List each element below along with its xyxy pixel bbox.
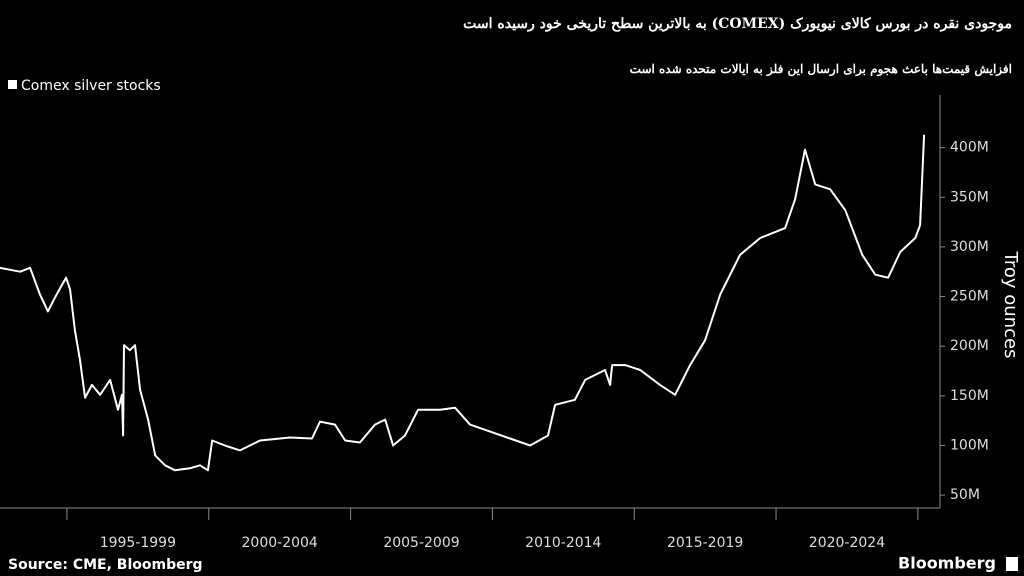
- legend-label: Comex silver stocks: [21, 78, 161, 94]
- y-tick-label: 400M: [950, 140, 989, 156]
- y-tick-label: 250M: [950, 289, 989, 305]
- x-tick-label: 2020-2024: [809, 535, 885, 551]
- y-tick-label: 50M: [950, 487, 980, 503]
- y-axis-label: Troy ounces: [1000, 251, 1021, 359]
- chart-title: موجودی نقره در بورس کالای نیویورک (COMEX…: [463, 16, 1012, 32]
- x-tick-label: 1995-1999: [100, 535, 176, 551]
- x-tick-label: 2000-2004: [242, 535, 318, 551]
- series-line: [0, 134, 926, 472]
- x-tick-label: 2005-2009: [383, 535, 459, 551]
- source: Source: CME, Bloomberg: [8, 557, 203, 573]
- y-tick-label: 300M: [950, 239, 989, 255]
- legend-swatch: [8, 80, 17, 89]
- y-tick-label: 150M: [950, 388, 989, 404]
- chart-subtitle: افزایش قیمت‌ها باعث هجوم برای ارسال این …: [629, 62, 1012, 76]
- y-tick-label: 350M: [950, 189, 989, 205]
- x-tick-label: 2015-2019: [667, 535, 743, 551]
- y-tick-label: 100M: [950, 437, 989, 453]
- x-tick-label: 2010-2014: [525, 535, 601, 551]
- y-tick-label: 200M: [950, 338, 989, 354]
- brand: Bloomberg: [898, 554, 996, 573]
- brand-icon: [1006, 557, 1018, 571]
